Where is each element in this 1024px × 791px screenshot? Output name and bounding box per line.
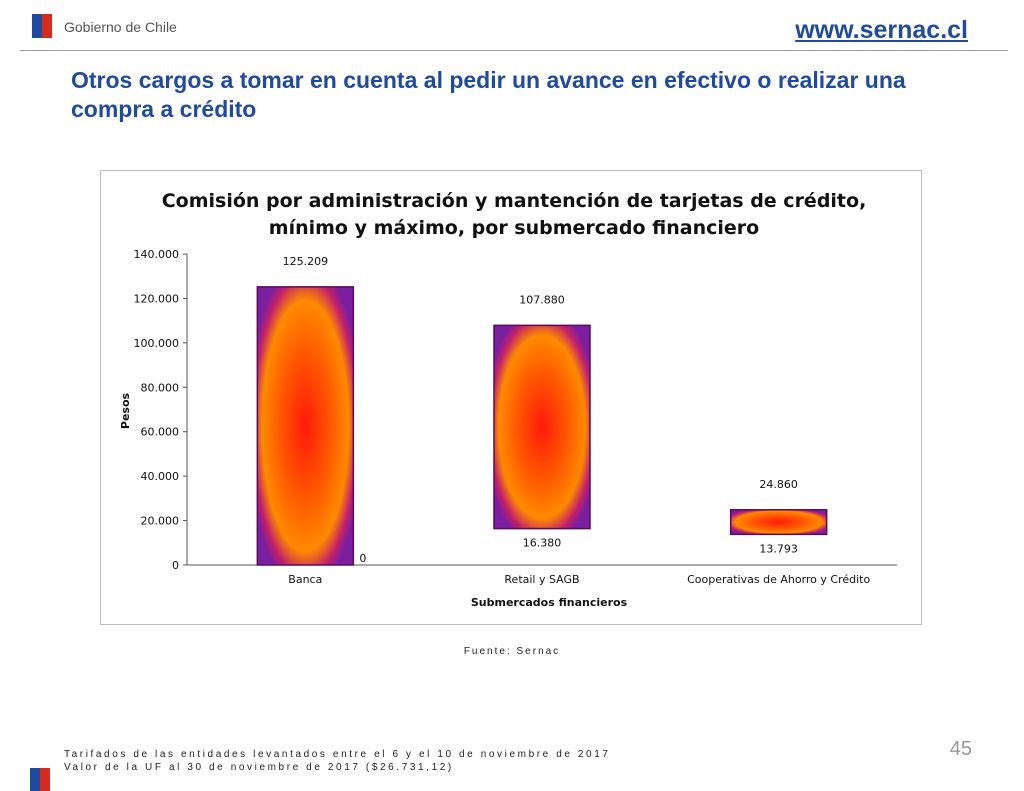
chart-frame: Comisión por administración y mantención… <box>100 170 922 625</box>
y-axis-label: Pesos <box>119 392 132 429</box>
min-label: 13.793 <box>759 542 798 555</box>
category-label: Banca <box>288 573 322 586</box>
gov-label: Gobierno de Chile <box>64 19 177 35</box>
bar-2 <box>729 509 828 536</box>
y-tick-label: 80.000 <box>141 381 180 394</box>
category-label: Retail y SAGB <box>504 573 579 586</box>
chart-title-line2: mínimo y máximo, por submercado financie… <box>269 217 759 239</box>
min-label: 16.380 <box>523 537 562 550</box>
y-tick-label: 20.000 <box>141 515 180 528</box>
x-axis-label: Submercados financieros <box>471 596 628 609</box>
max-label: 107.880 <box>519 293 565 306</box>
footnote-2: Valor de la UF al 30 de noviembre de 201… <box>64 762 454 773</box>
plot-area: 0 20.000 40.000 60.000 80.000 100.000 120.000 1… <box>134 248 897 586</box>
y-tick-label: 120.000 <box>134 292 180 305</box>
max-label: 24.860 <box>759 478 798 491</box>
y-tick-label: 60.000 <box>141 426 180 439</box>
bar-0 <box>256 286 355 566</box>
chile-flag-icon <box>32 14 52 38</box>
y-tick-label: 140.000 <box>134 248 180 261</box>
min-label: 0 <box>359 552 366 565</box>
source-note: Fuente: Sernac <box>463 646 561 657</box>
page-number: 45 <box>949 738 972 760</box>
page-title: Otros cargos a tomar en cuenta al pedir … <box>71 67 906 122</box>
y-tick-label: 0 <box>172 559 179 572</box>
bar-chart: Comisión por administración y mantención… <box>119 190 897 609</box>
footnote-1: Tarifados de las entidades levantados en… <box>64 749 611 760</box>
category-label: Cooperativas de Ahorro y Crédito <box>687 573 870 586</box>
max-label: 125.209 <box>283 255 329 268</box>
chart-title-line1: Comisión por administración y mantención… <box>162 190 867 212</box>
bar-1 <box>493 324 591 530</box>
sernac-link[interactable]: www.sernac.cl <box>795 16 968 44</box>
chile-flag-icon <box>30 768 50 791</box>
y-tick-label: 40.000 <box>141 470 180 483</box>
y-tick-label: 100.000 <box>134 337 180 350</box>
header-divider <box>20 50 1008 51</box>
